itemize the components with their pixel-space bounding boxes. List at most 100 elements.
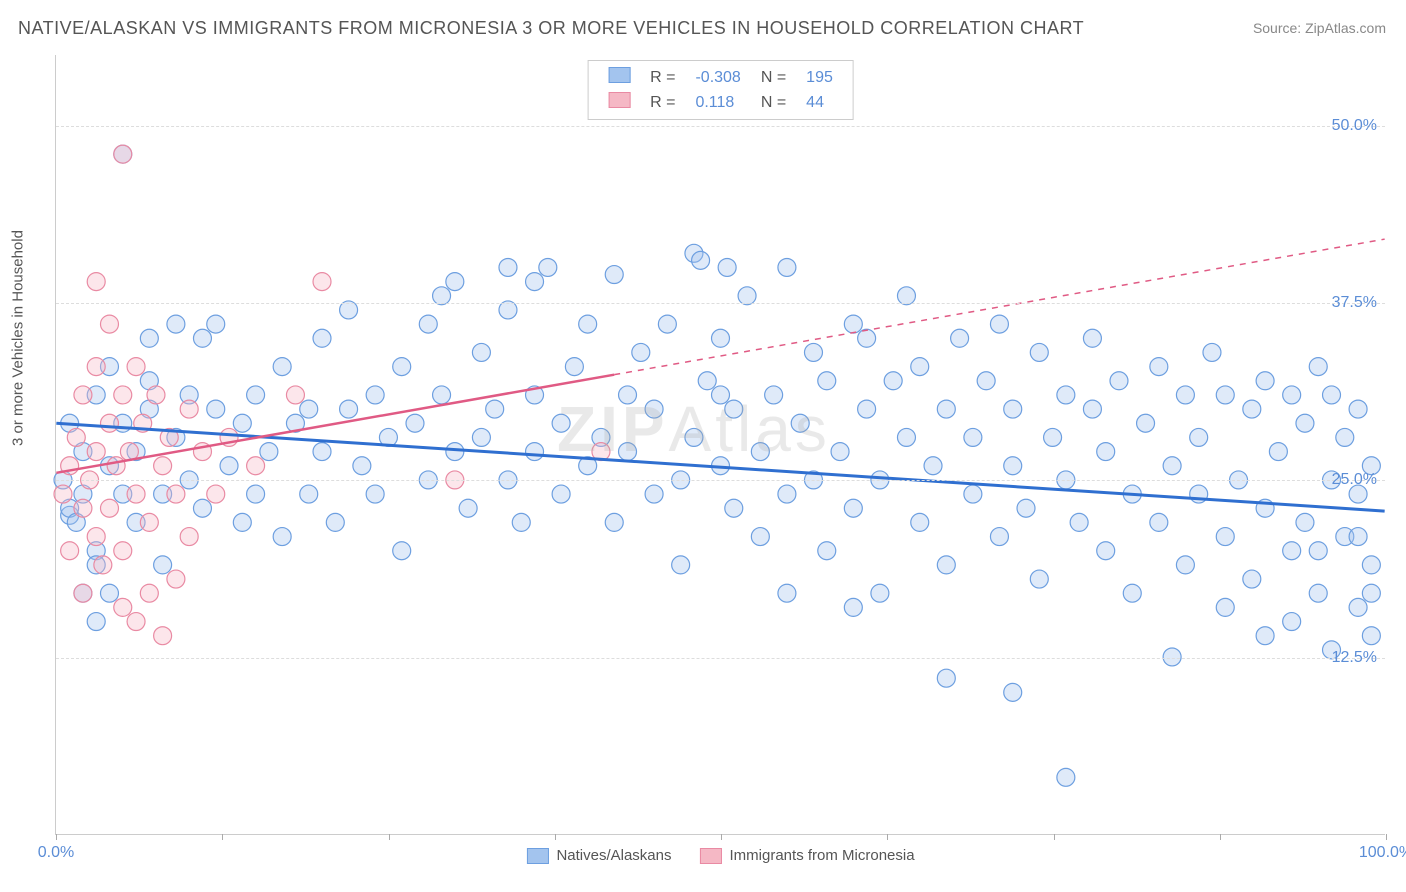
data-point: [712, 329, 730, 347]
data-point: [552, 485, 570, 503]
data-point: [1336, 428, 1354, 446]
data-point: [154, 556, 172, 574]
data-point: [579, 315, 597, 333]
gridline: [56, 480, 1385, 481]
data-point: [1083, 329, 1101, 347]
data-point: [1097, 542, 1115, 560]
data-point: [1110, 372, 1128, 390]
data-point: [1150, 358, 1168, 376]
data-point: [619, 443, 637, 461]
data-point: [127, 613, 145, 631]
gridline: [56, 658, 1385, 659]
data-point: [180, 400, 198, 418]
y-axis-label: 3 or more Vehicles in Household: [10, 230, 27, 446]
data-point: [937, 669, 955, 687]
legend-swatch-pink: [608, 92, 630, 108]
data-point: [818, 372, 836, 390]
source-attribution: Source: ZipAtlas.com: [1253, 20, 1386, 36]
data-point: [778, 584, 796, 602]
data-point: [990, 528, 1008, 546]
data-point: [619, 386, 637, 404]
y-tick-label: 37.5%: [1332, 294, 1377, 312]
data-point: [1256, 627, 1274, 645]
data-point: [526, 443, 544, 461]
data-point: [765, 386, 783, 404]
data-point: [964, 485, 982, 503]
data-point: [1030, 570, 1048, 588]
legend-label: Natives/Alaskans: [556, 847, 671, 864]
chart-plot-area: ZIPAtlas R =-0.308 N =195 R =0.118 N =44…: [55, 55, 1385, 835]
data-point: [778, 258, 796, 276]
data-point: [393, 358, 411, 376]
x-tick: [555, 834, 556, 840]
data-point: [1269, 443, 1287, 461]
legend-swatch-pink: [700, 848, 722, 864]
data-point: [446, 443, 464, 461]
data-point: [94, 556, 112, 574]
data-point: [1190, 428, 1208, 446]
data-point: [1176, 386, 1194, 404]
data-point: [260, 443, 278, 461]
data-point: [233, 513, 251, 531]
data-point: [526, 273, 544, 291]
data-point: [645, 485, 663, 503]
data-point: [433, 386, 451, 404]
data-point: [685, 428, 703, 446]
data-point: [114, 542, 132, 560]
data-point: [1150, 513, 1168, 531]
data-point: [313, 273, 331, 291]
data-point: [1309, 542, 1327, 560]
data-point: [1017, 499, 1035, 517]
data-point: [725, 400, 743, 418]
data-point: [858, 400, 876, 418]
r-value-1: -0.308: [685, 65, 750, 90]
data-point: [114, 598, 132, 616]
data-point: [565, 358, 583, 376]
data-point: [180, 528, 198, 546]
data-point: [100, 584, 118, 602]
x-tick: [389, 834, 390, 840]
data-point: [87, 528, 105, 546]
data-point: [778, 485, 796, 503]
data-point: [233, 414, 251, 432]
data-point: [247, 457, 265, 475]
x-tick: [887, 834, 888, 840]
data-point: [472, 343, 490, 361]
data-point: [951, 329, 969, 347]
data-point: [1243, 570, 1261, 588]
x-tick: [222, 834, 223, 840]
data-point: [127, 358, 145, 376]
data-point: [167, 485, 185, 503]
x-tick-label: 0.0%: [38, 844, 74, 862]
y-tick-label: 25.0%: [1332, 471, 1377, 489]
data-point: [831, 443, 849, 461]
data-point: [74, 584, 92, 602]
data-point: [154, 457, 172, 475]
data-point: [897, 287, 915, 305]
data-point: [924, 457, 942, 475]
data-point: [1070, 513, 1088, 531]
data-point: [552, 414, 570, 432]
data-point: [1123, 584, 1141, 602]
data-point: [247, 386, 265, 404]
data-point: [419, 315, 437, 333]
data-point: [698, 372, 716, 390]
data-point: [472, 428, 490, 446]
data-point: [844, 598, 862, 616]
data-point: [645, 400, 663, 418]
data-point: [1216, 386, 1234, 404]
data-point: [207, 315, 225, 333]
data-point: [751, 528, 769, 546]
data-point: [1283, 613, 1301, 631]
data-point: [718, 258, 736, 276]
data-point: [87, 273, 105, 291]
data-point: [1283, 386, 1301, 404]
x-tick: [721, 834, 722, 840]
data-point: [1256, 372, 1274, 390]
data-point: [692, 251, 710, 269]
data-point: [844, 499, 862, 517]
data-point: [1203, 343, 1221, 361]
data-point: [61, 542, 79, 560]
data-point: [147, 386, 165, 404]
data-point: [1349, 598, 1367, 616]
